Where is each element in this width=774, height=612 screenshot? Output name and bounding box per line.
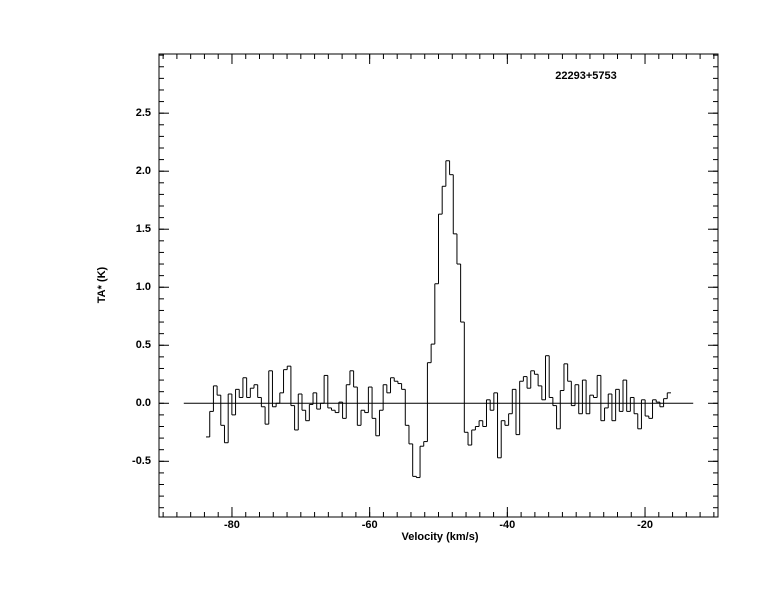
x-tick-label: -20 bbox=[637, 519, 653, 531]
y-tick-label: 0.0 bbox=[136, 397, 151, 409]
x-tick-label: -60 bbox=[362, 519, 378, 531]
y-axis-label: TA* (K) bbox=[96, 266, 108, 303]
y-tick-label: -0.5 bbox=[132, 455, 151, 467]
x-tick-label: -40 bbox=[499, 519, 515, 531]
y-tick-label: 2.0 bbox=[136, 165, 151, 177]
x-tick-label: -80 bbox=[224, 519, 240, 531]
y-tick-label: 1.5 bbox=[136, 223, 151, 235]
y-tick-label: 1.0 bbox=[136, 281, 151, 293]
annotation: 22293+5753 bbox=[555, 70, 616, 82]
y-tick-label: 2.5 bbox=[136, 107, 151, 119]
plot-frame bbox=[158, 53, 719, 518]
x-axis-label: Velocity (km/s) bbox=[401, 531, 478, 543]
y-tick-label: 0.5 bbox=[136, 339, 151, 351]
